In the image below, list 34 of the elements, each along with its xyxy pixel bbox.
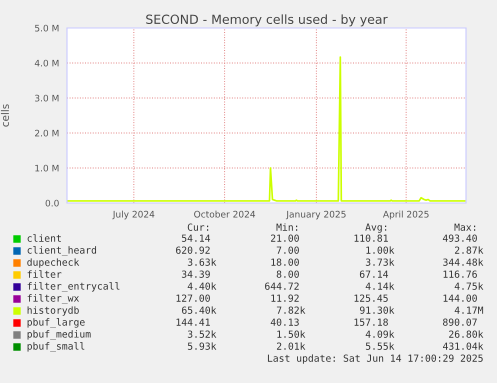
text: 620.92 7.00 1.00k 2.87k: [176, 246, 484, 254]
text: 3.52k 1.50k 4.09k 26.80k: [188, 330, 484, 338]
legend-label: pbuf_large: [28, 318, 85, 328]
text: 4.40k 644.72 4.14k 4.75k: [188, 282, 484, 290]
text: 5.93k 2.01k 5.55k 431.04k: [188, 342, 484, 350]
legend-label: pbuf_medium: [28, 330, 91, 340]
legend-label: pbuf_small: [28, 342, 84, 352]
legend-label: dupecheck: [27, 258, 80, 268]
text: 34.39 8.00 67.14 116.76: [182, 270, 477, 278]
y-tick-label: 5.0 M: [35, 24, 58, 32]
text: 127.00 11.92 125.45 144.00: [176, 294, 477, 302]
legend-label: filter_entrycall: [28, 282, 120, 292]
x-tick-label: January 2025: [286, 210, 346, 220]
x-tick-label: April 2025: [382, 210, 429, 220]
legend-label: client_heard: [28, 246, 96, 256]
text: 65.40k 7.82k 91.30k 4.17M: [182, 306, 484, 314]
legend-label: filter: [28, 270, 62, 278]
legend-label: historydb: [28, 306, 79, 316]
text: Last update: Sat Jun 14 17:00:29 2025: [268, 354, 483, 364]
legend-label: client: [28, 234, 61, 242]
y-tick-label: 4.0 M: [34, 60, 58, 67]
y-tick-label: 1.0 M: [35, 164, 58, 172]
text: 144.41 40.13 157.18 890.07: [176, 318, 477, 326]
y-tick-label: 2.0 M: [35, 130, 58, 137]
y-axis-title: cells: [0, 104, 9, 127]
legend-label: filter_wx: [28, 294, 80, 304]
y-tick-label: 3.0 M: [35, 94, 58, 102]
text: Cur: Min: Avg: Max:: [188, 223, 476, 233]
x-tick-label: October 2024: [194, 210, 256, 218]
chart-title: SECOND - Memory cells used - by year: [146, 14, 388, 26]
x-tick-label: July 2024: [112, 210, 154, 220]
text: 54.14 21.00 110.81 493.40: [182, 234, 477, 242]
text: 3.63k 18.00 3.73k 344.48k: [188, 258, 484, 266]
y-tick-label: 0.0: [46, 200, 59, 207]
